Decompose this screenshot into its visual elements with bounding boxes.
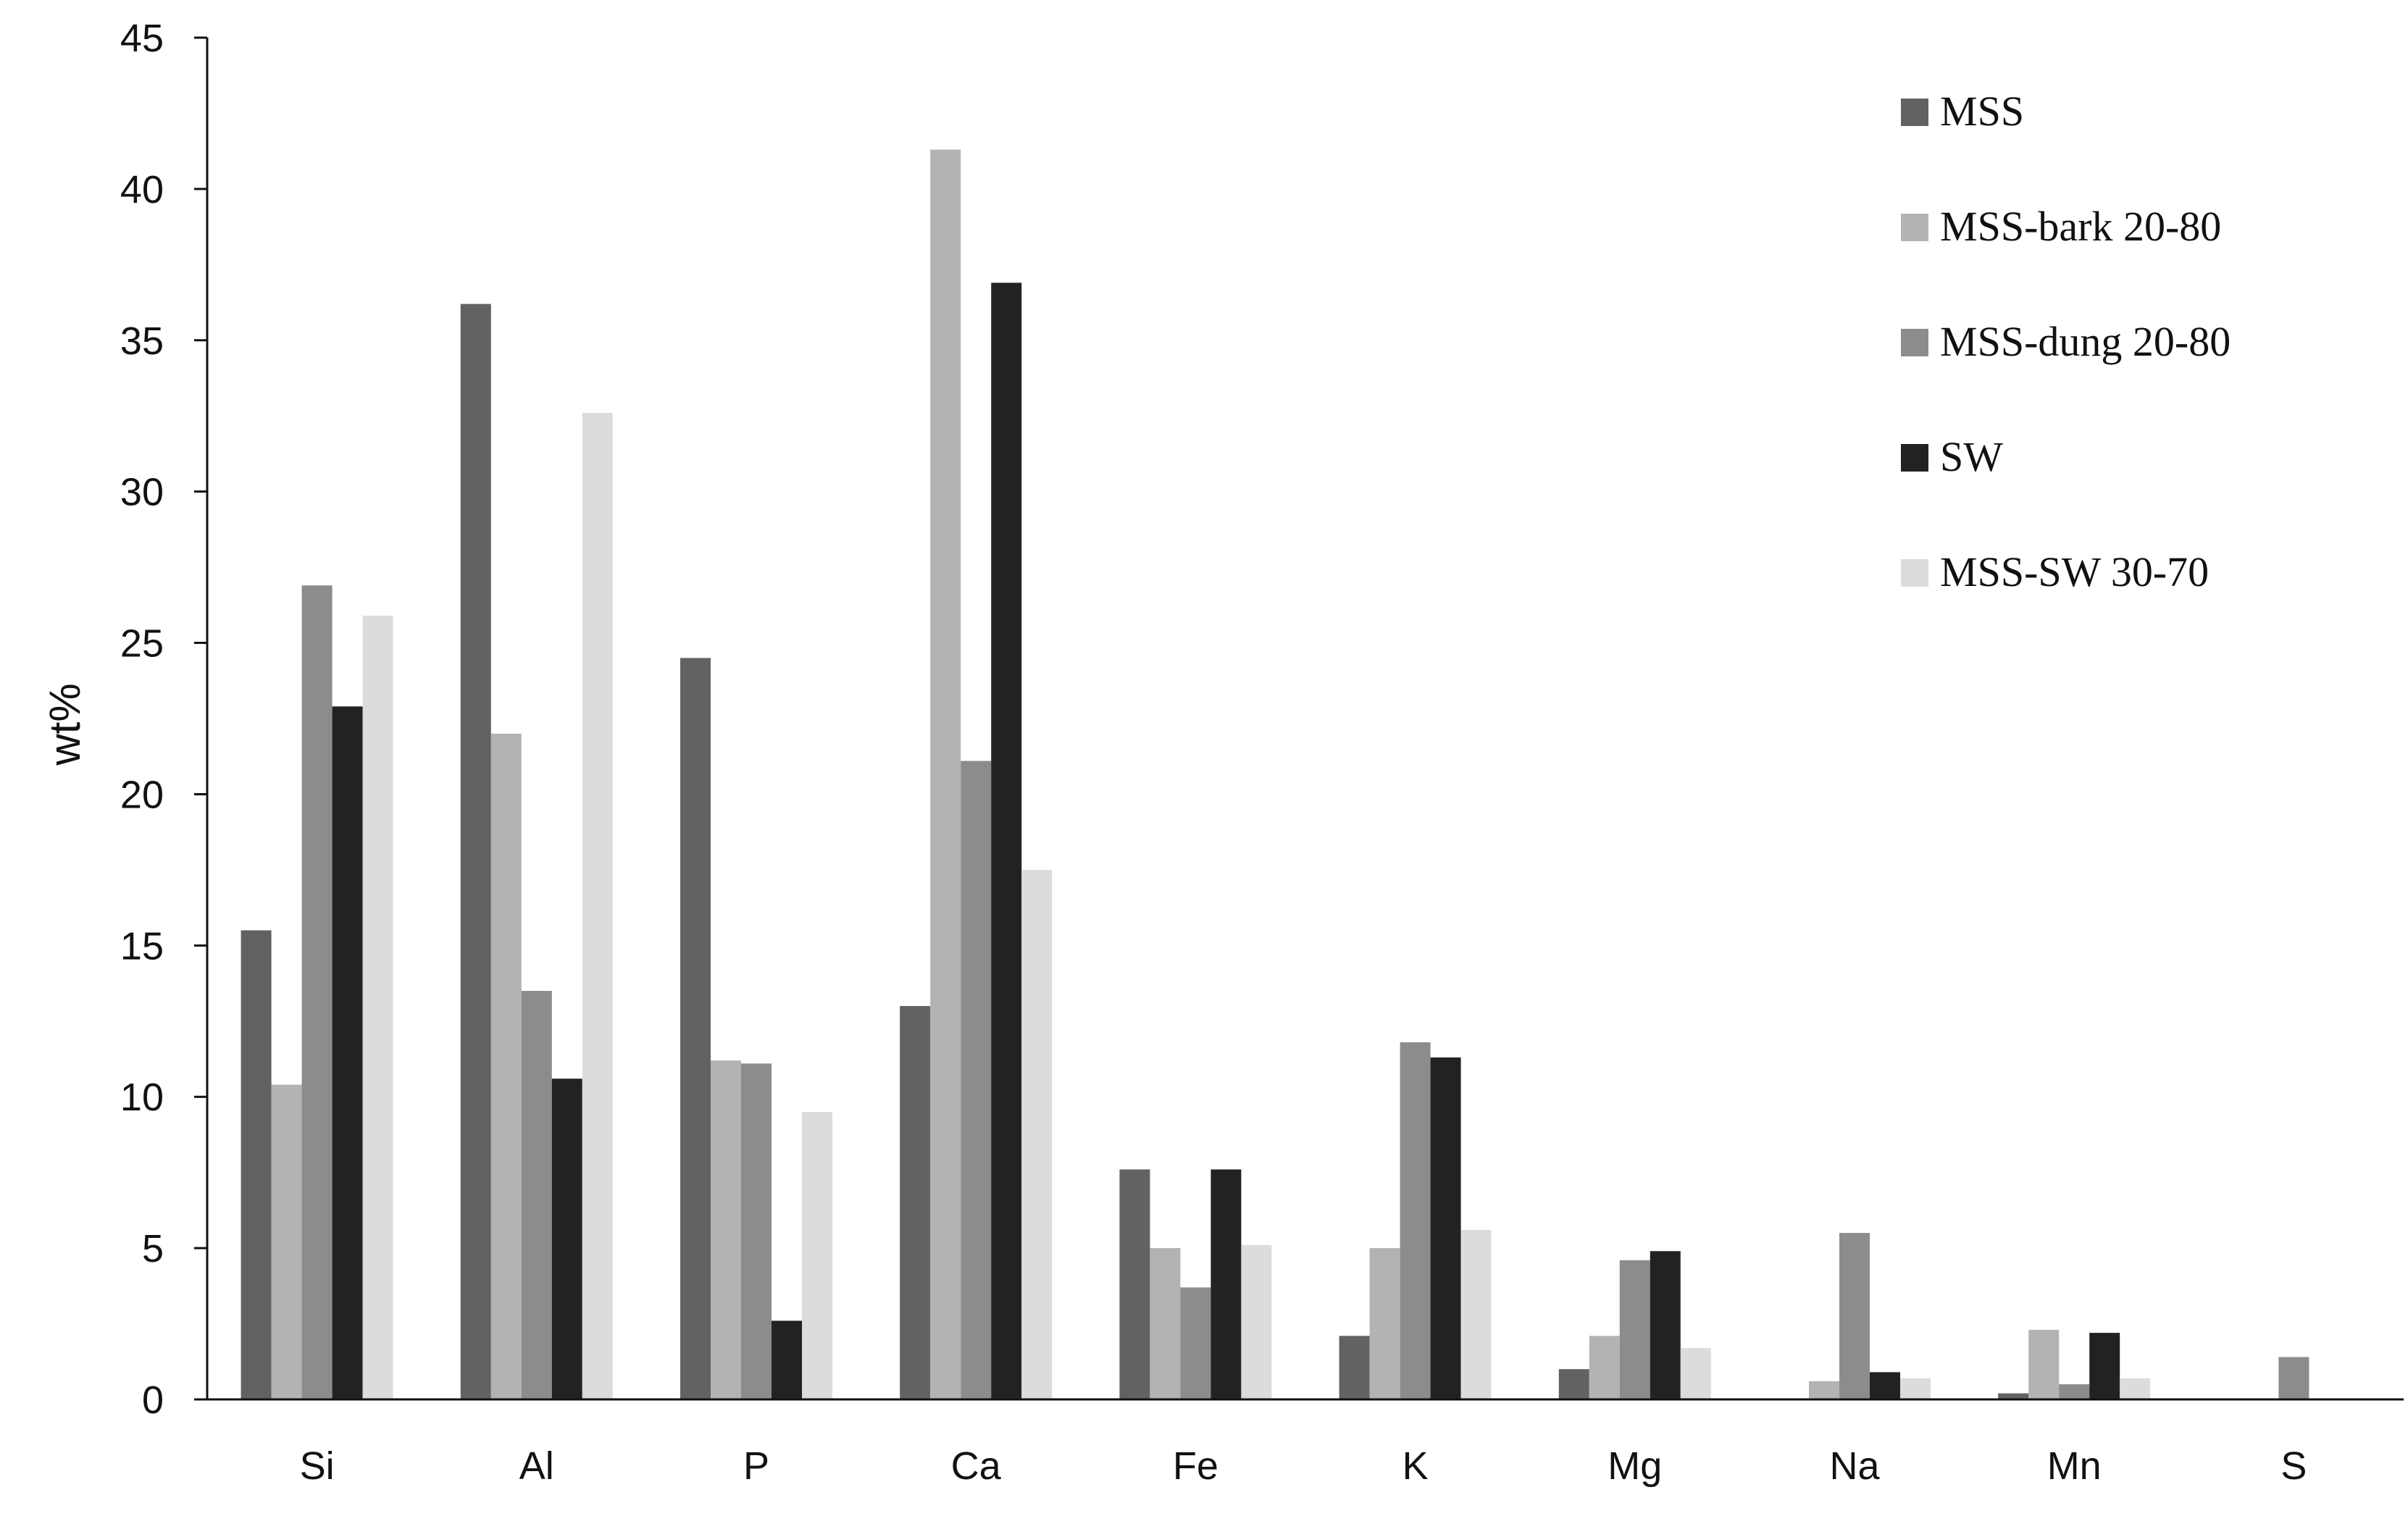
bar-s-series-3 xyxy=(2278,1357,2309,1399)
bar-si-series-2 xyxy=(271,1084,302,1399)
y-tick-label: 35 xyxy=(120,319,164,363)
x-tick-label-k: K xyxy=(1402,1444,1429,1488)
bar-al-series-5 xyxy=(582,413,613,1399)
y-axis-title: wt% xyxy=(41,683,89,766)
y-axis: 0 5 10 15 20 25 30 35 40 45 xyxy=(120,17,209,1422)
legend-label-2: MSS-bark 20-80 xyxy=(1940,203,2221,250)
y-tick-label: 30 xyxy=(120,471,164,514)
bar-ca-series-1 xyxy=(900,1005,931,1399)
legend-label-5: MSS-SW 30-70 xyxy=(1940,548,2209,595)
bar-mn-series-4 xyxy=(2089,1333,2120,1399)
bar-p-series-5 xyxy=(802,1112,832,1399)
bar-mn-series-2 xyxy=(2028,1329,2060,1399)
x-tick-label-si: Si xyxy=(300,1444,335,1488)
bar-na-series-2 xyxy=(1809,1381,1839,1399)
legend: MSS MSS-bark 20-80 MSS-dung 20-80 SW MSS-SW … xyxy=(1901,88,2231,595)
x-tick-label-p: P xyxy=(743,1444,769,1488)
bar-mn-series-5 xyxy=(2120,1378,2151,1399)
bar-ca-series-2 xyxy=(930,149,961,1400)
bar-k-series-1 xyxy=(1339,1336,1370,1399)
bar-fe-series-3 xyxy=(1180,1287,1211,1399)
x-tick-label-fe: Fe xyxy=(1173,1444,1218,1488)
bar-k-series-2 xyxy=(1369,1248,1400,1399)
y-tick-label: 15 xyxy=(120,924,164,968)
legend-swatch-5 xyxy=(1901,559,1928,587)
legend-label-1: MSS xyxy=(1940,88,2024,135)
bar-si-series-3 xyxy=(301,585,333,1400)
x-tick-label-mg: Mg xyxy=(1608,1444,1662,1488)
bar-si-series-1 xyxy=(241,930,272,1399)
legend-swatch-2 xyxy=(1901,214,1928,241)
bar-fe-series-2 xyxy=(1150,1248,1181,1399)
bar-p-series-3 xyxy=(741,1063,772,1399)
x-tick-label-mn: Mn xyxy=(2047,1444,2102,1488)
bar-mg-series-1 xyxy=(1558,1369,1589,1399)
x-tick-label-s: S xyxy=(2281,1444,2307,1488)
y-tick-label: 45 xyxy=(120,17,164,60)
bar-p-series-1 xyxy=(680,658,711,1399)
bar-mn-series-3 xyxy=(2059,1384,2090,1399)
bar-mn-series-1 xyxy=(1998,1393,2029,1399)
x-axis: Si Al P Ca Fe K Mg Na Mn S xyxy=(207,1398,2404,1488)
bar-mg-series-3 xyxy=(1619,1260,1650,1399)
y-tick-label: 10 xyxy=(120,1076,164,1119)
y-tick-label: 20 xyxy=(120,773,164,816)
bar-p-series-2 xyxy=(711,1060,741,1399)
bar-mg-series-4 xyxy=(1650,1251,1681,1399)
bar-k-series-4 xyxy=(1430,1057,1461,1399)
bar-ca-series-5 xyxy=(1021,869,1053,1399)
bars-layer xyxy=(241,149,2309,1400)
y-tick-label: 25 xyxy=(120,622,164,666)
bar-fe-series-1 xyxy=(1119,1169,1150,1399)
x-tick-label-al: Al xyxy=(519,1444,554,1488)
bar-al-series-4 xyxy=(551,1079,582,1399)
x-tick-label-na: Na xyxy=(1829,1444,1880,1488)
legend-swatch-3 xyxy=(1901,329,1928,356)
bar-fe-series-4 xyxy=(1211,1169,1242,1399)
legend-swatch-1 xyxy=(1901,99,1928,126)
bar-na-series-4 xyxy=(1870,1372,1900,1399)
legend-label-4: SW xyxy=(1940,433,2003,480)
bar-na-series-5 xyxy=(1900,1378,1931,1399)
legend-label-3: MSS-dung 20-80 xyxy=(1940,318,2231,365)
bar-mg-series-2 xyxy=(1589,1336,1620,1399)
bar-na-series-3 xyxy=(1839,1233,1870,1399)
bar-k-series-3 xyxy=(1400,1042,1431,1399)
legend-swatch-4 xyxy=(1901,444,1928,472)
bar-si-series-5 xyxy=(362,616,393,1399)
bar-al-series-3 xyxy=(521,991,552,1399)
bar-p-series-4 xyxy=(772,1320,802,1399)
bar-k-series-5 xyxy=(1460,1230,1492,1399)
y-tick-label: 5 xyxy=(142,1227,164,1270)
bar-mg-series-5 xyxy=(1680,1348,1711,1399)
y-tick-label: 40 xyxy=(120,168,164,212)
bar-al-series-2 xyxy=(490,733,522,1399)
x-tick-label-ca: Ca xyxy=(951,1444,1002,1488)
bar-ca-series-4 xyxy=(991,282,1022,1399)
bar-ca-series-3 xyxy=(961,761,992,1399)
bar-si-series-4 xyxy=(332,706,363,1399)
bar-fe-series-5 xyxy=(1241,1244,1272,1399)
bar-al-series-1 xyxy=(460,303,491,1400)
y-tick-label: 0 xyxy=(142,1378,164,1422)
